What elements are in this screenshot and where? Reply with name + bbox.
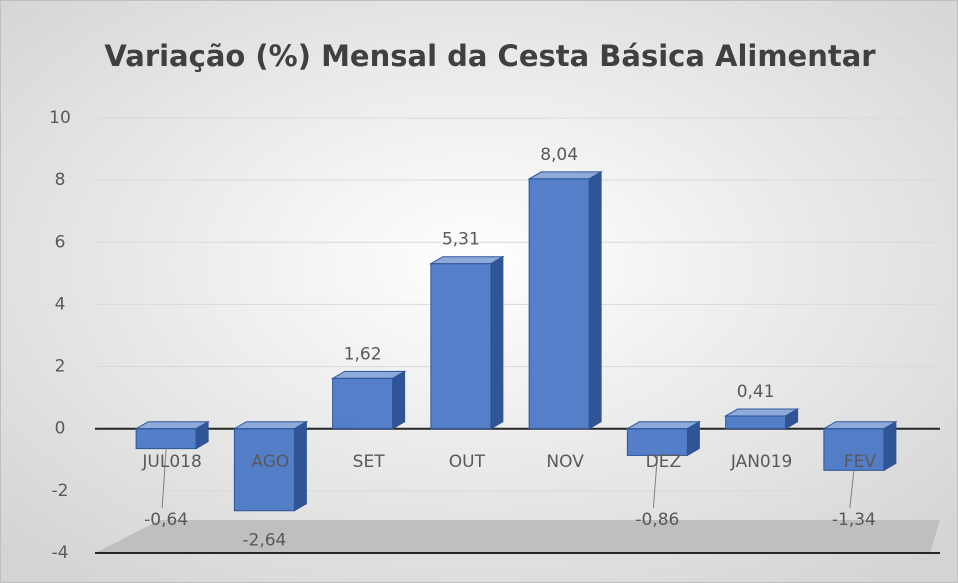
value-label: -0,86	[635, 510, 679, 530]
bar	[723, 408, 800, 430]
bar-face	[135, 428, 197, 450]
bar	[232, 420, 309, 512]
x-tick-label: FEV	[844, 452, 877, 472]
floor	[95, 520, 940, 553]
bar	[134, 420, 210, 450]
bar	[527, 171, 603, 430]
y-tick-label: 0	[55, 419, 66, 439]
bar-face	[725, 415, 787, 430]
chart-title: Variação (%) Mensal da Cesta Básica Alim…	[104, 39, 876, 73]
bar	[429, 255, 505, 430]
y-tick-label: 4	[55, 294, 66, 314]
bar-face	[883, 420, 897, 472]
value-label: -0,64	[144, 510, 188, 530]
value-label: 0,41	[737, 382, 775, 402]
leader-line	[161, 448, 167, 509]
x-tick-label: AGO	[251, 452, 289, 472]
x-tick-label: JAN019	[730, 452, 793, 472]
bar-face	[392, 370, 406, 430]
value-label: 5,31	[442, 230, 480, 250]
bar-face	[490, 255, 504, 430]
leader-line	[652, 455, 658, 509]
bar-face	[430, 263, 492, 430]
y-tick-label: -4	[52, 543, 69, 563]
y-tick-label: -2	[52, 481, 69, 501]
bar-face	[528, 178, 590, 430]
x-tick-label: DEZ	[646, 452, 681, 472]
x-tick-label: OUT	[449, 452, 486, 472]
y-tick-label: 8	[55, 170, 66, 190]
bar	[625, 420, 702, 457]
bar-face	[332, 377, 394, 430]
bar-face	[588, 171, 602, 430]
bar-face	[823, 428, 885, 471]
value-label: -2,64	[242, 531, 286, 551]
value-label: -1,34	[832, 510, 876, 530]
y-tick-label: 10	[49, 108, 71, 128]
leader-line	[849, 470, 855, 509]
x-tick-label: NOV	[546, 452, 584, 472]
bar-face	[293, 420, 307, 512]
value-label: 8,04	[540, 145, 578, 165]
y-tick-label: 2	[55, 357, 66, 377]
x-tick-label: SET	[353, 452, 386, 472]
bar	[822, 420, 898, 472]
bar	[330, 370, 407, 430]
y-tick-label: 6	[55, 232, 66, 252]
value-label: 1,62	[344, 344, 382, 364]
x-tick-label: JUL018	[141, 452, 201, 472]
bar-face	[233, 428, 295, 512]
